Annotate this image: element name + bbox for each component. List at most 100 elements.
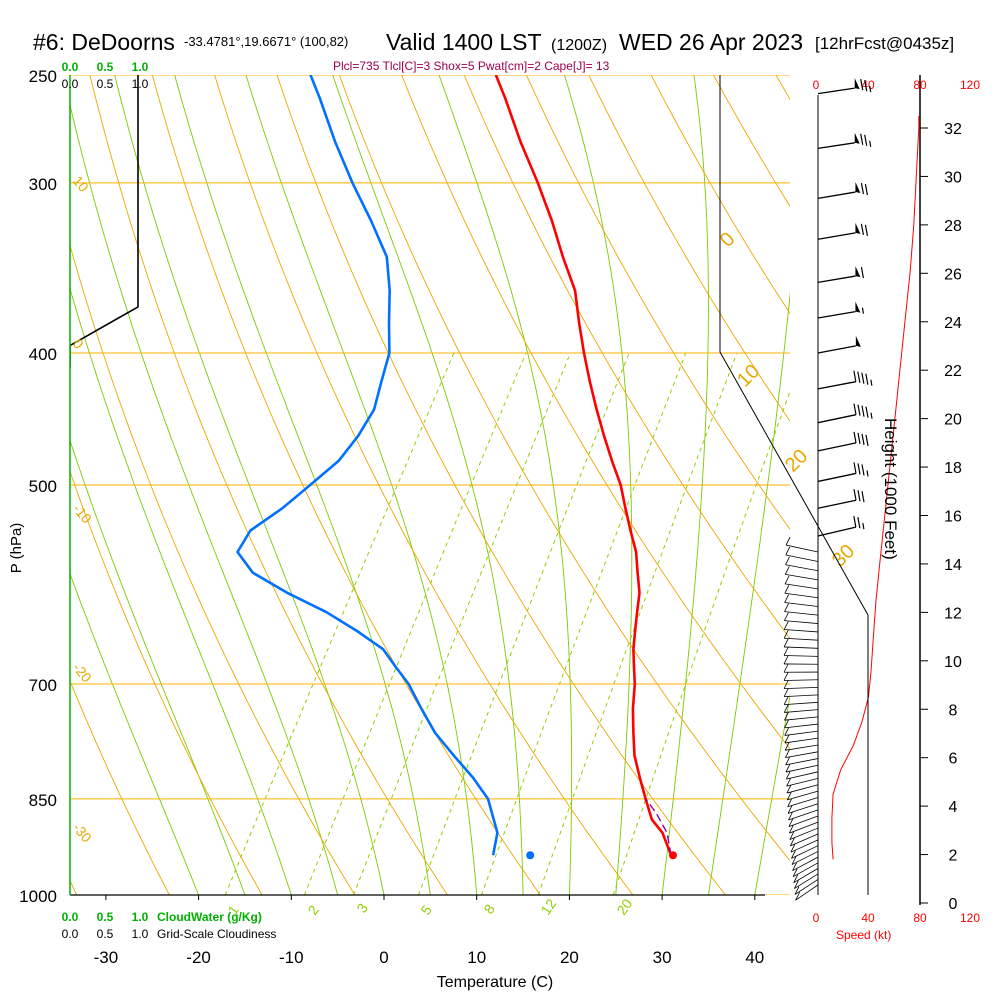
low-barb-feather [784,594,790,603]
barb-feather [857,463,861,475]
low-barb [792,862,819,878]
wind-barb [817,370,873,390]
low-barb-feather [784,727,790,736]
barb-feather [861,405,865,417]
speed-tick-top: 80 [913,78,927,92]
moist-adiabat [174,75,431,895]
moist-adiabat [245,75,478,895]
mixing-ratio-20 [612,390,790,895]
low-barb [786,784,819,794]
pressure-tick-700: 700 [29,676,57,695]
barb-feather [857,490,861,502]
moist-adiabats [70,75,790,895]
barb-pennant [855,222,861,234]
low-barb [794,873,819,889]
mixing-ratio-label: 12 [537,896,559,918]
low-barb [787,797,819,808]
barb-feather [853,489,857,501]
low-barb-feather [783,696,789,705]
wind-barb [817,462,869,483]
mixing-ratio-label: 3 [353,900,371,916]
low-barb-feather [788,811,793,821]
low-barb-feather [784,742,790,751]
wind-barb [817,222,869,240]
barb-half-feather [870,379,873,386]
low-barb-feather [792,862,797,871]
barb-pennant [855,266,861,278]
temp-tick-20: 20 [560,948,579,967]
low-barb-feather [785,556,790,565]
barb-feather [861,372,865,384]
station-coords: -33.4781°,19.6671° (100,82) [184,34,348,49]
barb-staff [817,414,857,424]
low-barb-feather [783,704,789,713]
axes [69,75,765,896]
mixing-ratio-3 [353,352,571,895]
surface-dewpoint [526,851,535,860]
dewpoint-line [236,75,499,856]
wind-barb [817,182,869,200]
mixing-ratio-5 [418,352,630,895]
mixing-ratio-1 [224,352,455,895]
surface-temperature [668,851,677,860]
cloudiness-tick-top: 0.0 [62,77,79,91]
mixing-ratio-8 [480,352,687,895]
low-barb [784,620,819,624]
barb-pennant [855,182,861,194]
low-barb [784,709,819,713]
moist-adiabat [114,75,385,895]
low-barb-feather [785,770,791,780]
low-barb-feather [785,546,791,556]
wind-barb [817,266,865,284]
low-barb [784,637,819,641]
valid-time: Valid 1400 LST [386,29,542,55]
dry-adiabat [70,679,170,895]
height-tick-16: 16 [944,509,962,526]
moist-adiabat [70,439,246,895]
barb-half-feather [866,470,869,477]
speed-tick-bottom: 40 [861,911,875,925]
pressure-tick-300: 300 [29,175,57,194]
dry-adiabat-label: 0 [70,336,87,352]
barb-feather [857,432,861,445]
moist-adiabat [70,572,200,895]
low-barb [792,856,819,872]
panel-outline [719,75,869,895]
y-axis-label: P (hPa) [8,523,25,574]
low-barb-feather [783,647,789,656]
low-barb [787,803,819,814]
utc-time: (1200Z) [551,37,607,54]
height-tick-26: 26 [944,266,962,283]
low-barb-feather [790,844,796,853]
height-tick-30: 30 [944,169,962,186]
temp-tick--20: -20 [186,948,211,967]
temp-tick-0: 0 [379,948,388,967]
wind-speed-line [831,115,920,860]
dry-adiabat [525,75,790,531]
barb-feather [860,78,864,91]
dry-adiabat [963,75,1000,895]
low-barb [784,686,819,690]
barb-staff [817,310,856,319]
barb-feather [861,433,865,446]
wind-barb [817,132,872,149]
dry-adiabat [89,75,448,895]
wind-speed-profile [831,115,920,860]
height-tick-6: 6 [949,751,958,768]
height-tick-20: 20 [944,412,962,429]
low-barb [784,583,819,590]
low-barb-feather [784,734,790,744]
stability-indices: Plcl=735 Tlcl[C]=3 Shox=5 Pwat[cm]=2 Cap… [333,59,610,73]
pressure-tick-250: 250 [29,67,57,86]
low-barb [791,845,819,859]
moist-adiabat [564,75,633,895]
cloudiness-tick-top: 1.0 [132,77,149,91]
low-barb-feather [789,831,795,840]
dry-adiabat [463,75,790,640]
forecast-hour: [12hrFcst@0435z] [815,34,954,53]
low-barb [784,655,819,657]
low-barb [789,821,819,834]
low-barb-feather [793,880,799,889]
